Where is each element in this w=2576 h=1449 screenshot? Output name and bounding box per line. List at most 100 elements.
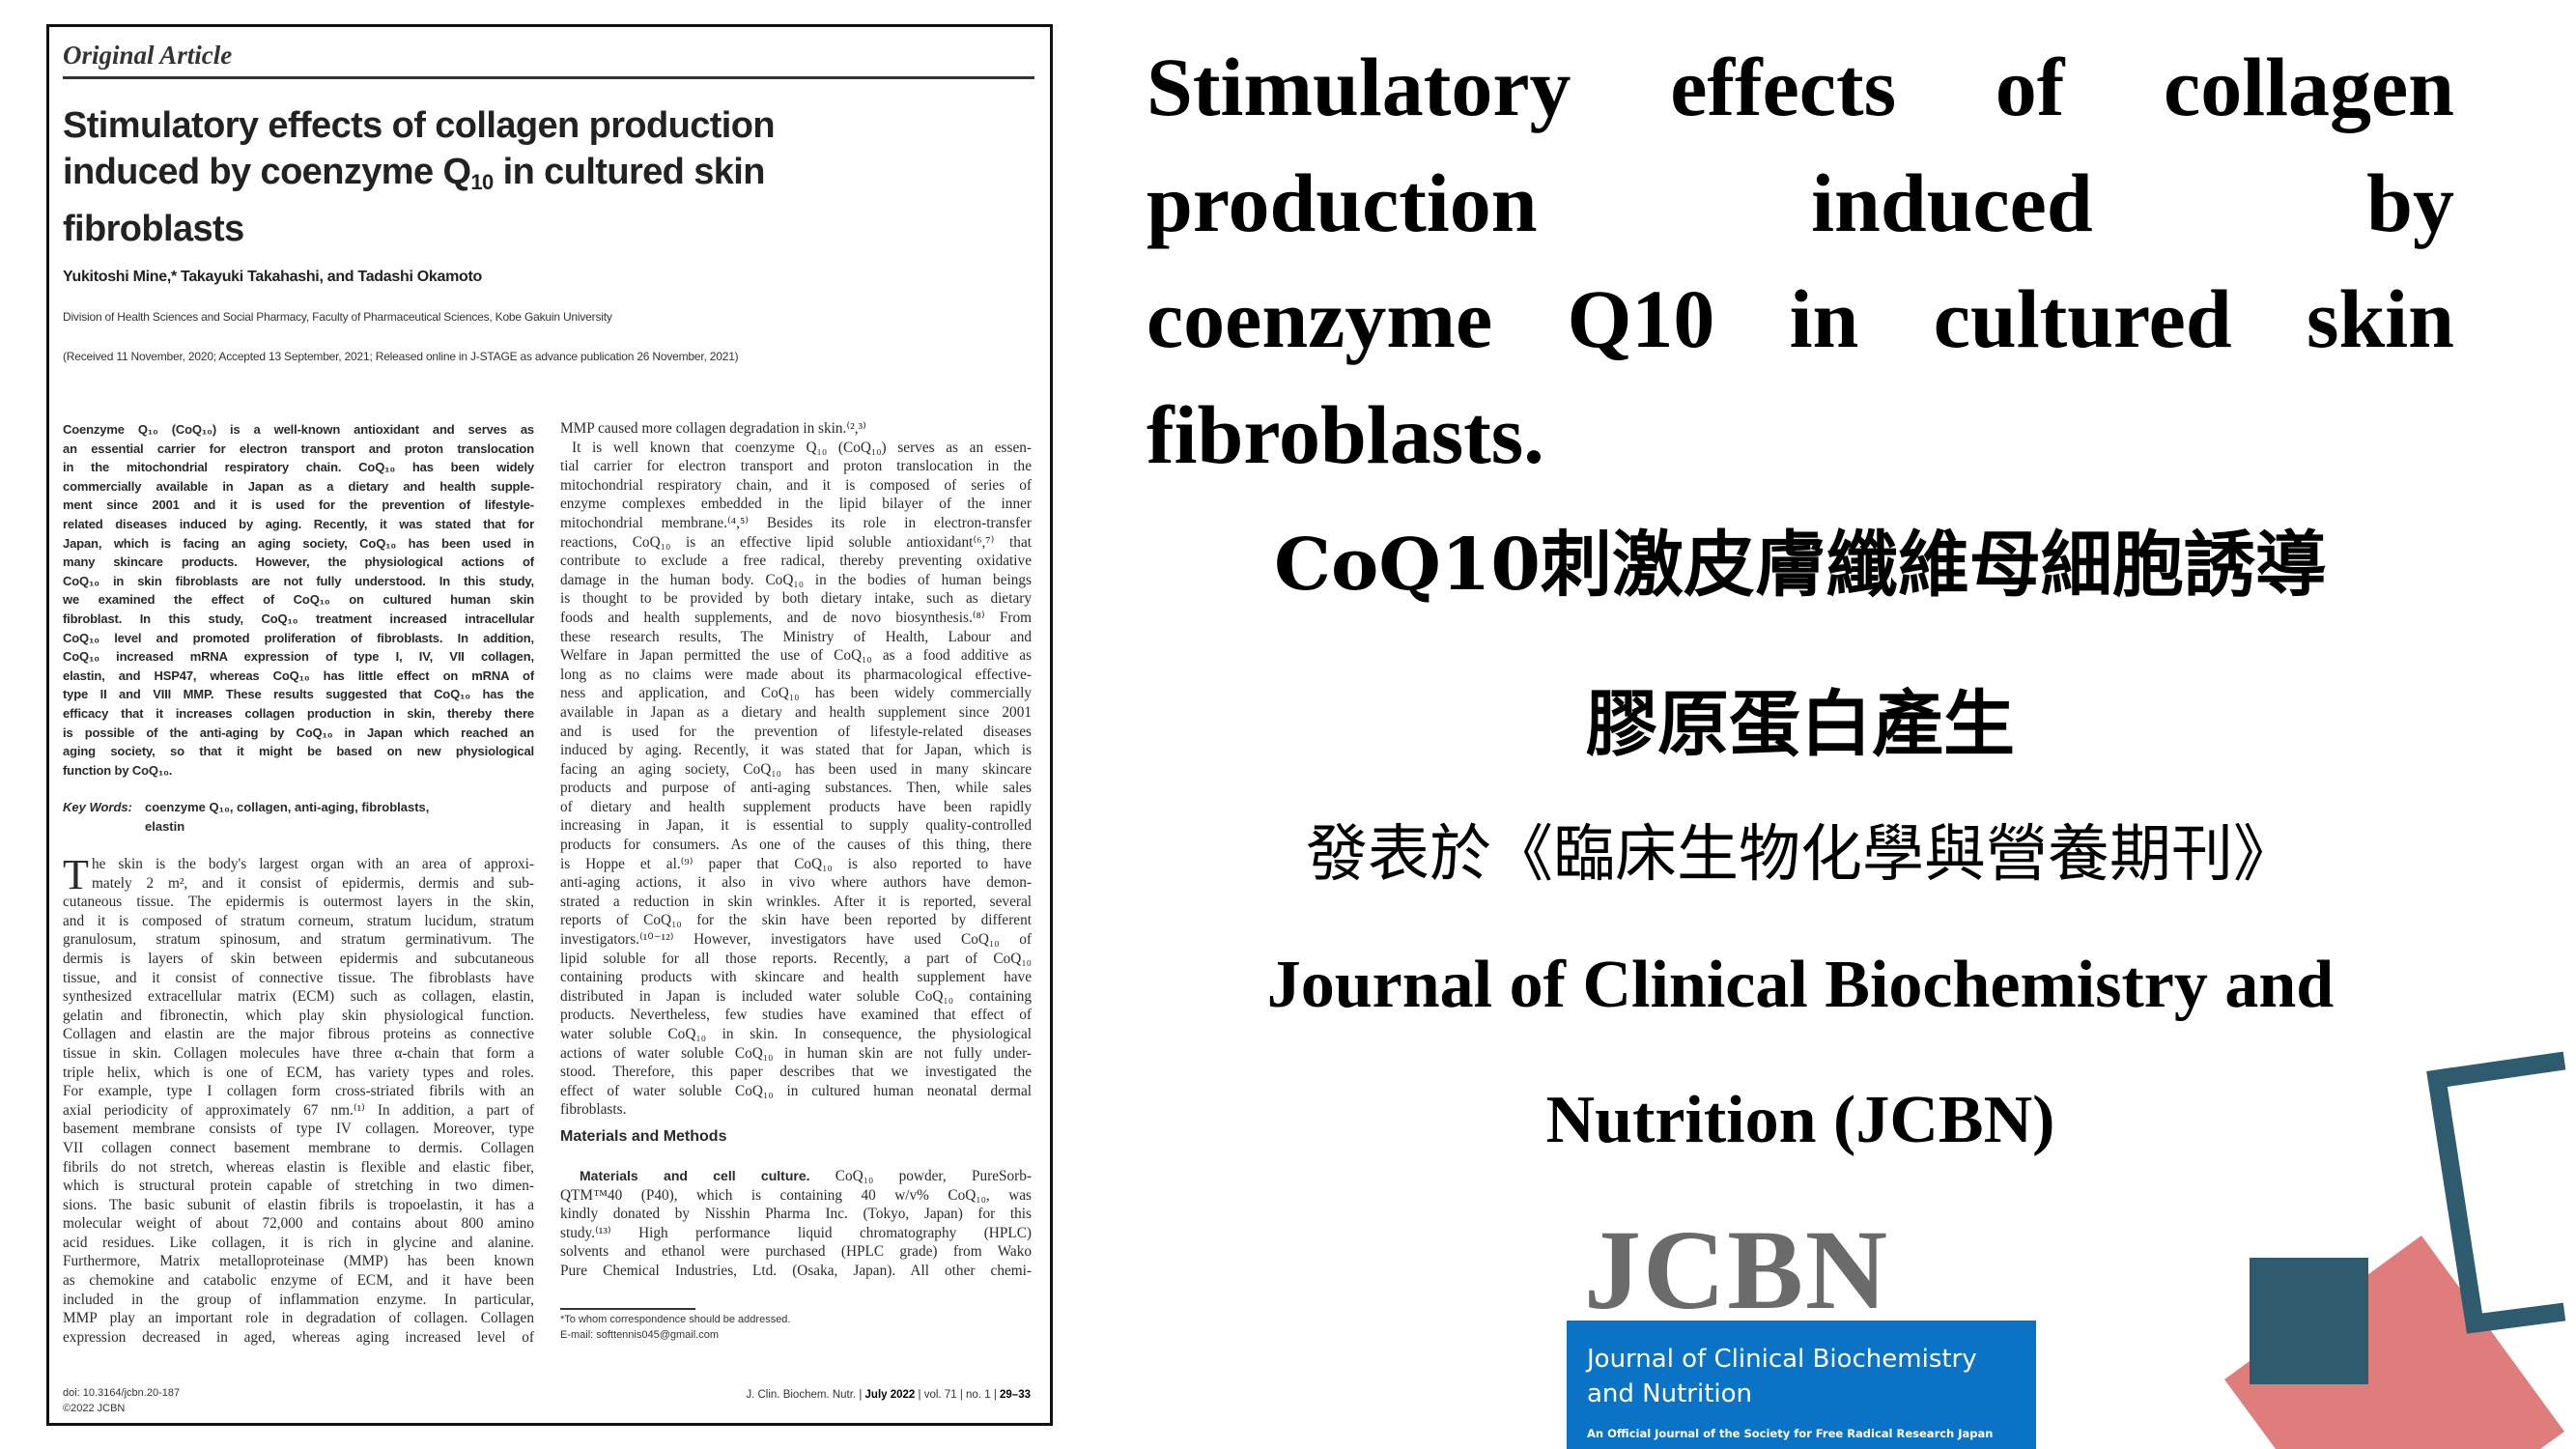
text-line: MMP play an important role in degradatio… <box>63 1310 534 1327</box>
chinese-title-line-1: CoQ10刺激皮膚纖維母細胞誘導 <box>1274 524 2327 607</box>
text-line: ment since 2001 and it is used for the p… <box>63 497 534 513</box>
text-line: type II and VIII MMP. These results sugg… <box>63 687 534 702</box>
keywords-value: coenzyme Q₁₀, collagen, anti-aging, fibr… <box>145 800 430 834</box>
text-line: facing an aging society, CoQ₁₀ has been … <box>560 760 1032 778</box>
authors: Yukitoshi Mine,* Takayuki Takahashi, and… <box>63 269 482 285</box>
text-line: is thought to be provided by both dietar… <box>560 590 1032 608</box>
text-line: CoQ₁₀ level and promoted proliferation o… <box>63 630 534 645</box>
keywords-label: Key Words: <box>63 800 132 814</box>
text-line: CoQ₁₀ increased mRNA expression of type … <box>63 649 534 665</box>
text-line: induced by aging. Recently, it was state… <box>560 742 1032 759</box>
text-line: enzyme complexes embedded in the lipid b… <box>560 496 1032 513</box>
article-title-line: induced by coenzyme Q10 in cultured skin <box>63 152 765 194</box>
text-line: CoQ₁₀ in skin fibroblasts are not fully … <box>63 573 534 588</box>
text-line: study.⁽¹³⁾ High performance liquid chrom… <box>560 1224 1032 1241</box>
article-title-line: Stimulatory effects of collagen producti… <box>63 105 776 146</box>
text-line: VII collagen connect basement membrane t… <box>63 1139 534 1156</box>
text-line: function by CoQ₁₀. <box>63 762 173 778</box>
text-line: fibroblast. In this study, CoQ₁₀ treatme… <box>63 611 534 626</box>
doi: doi: 10.3164/jcbn.20-187 <box>63 1387 181 1399</box>
article-title-line: fibroblasts <box>63 209 244 249</box>
text-line: products and purpose of anti-aging subst… <box>560 780 1032 797</box>
text-line: For example, type I collagen form cross-… <box>63 1083 534 1100</box>
logo-journal-name: Journal of Clinical Biochemistry and Nut… <box>1587 1345 1977 1408</box>
copyright: ©2022 JCBN <box>63 1403 126 1414</box>
text-line: an essential carrier for electron transp… <box>63 440 534 456</box>
slide-title: Stimulatory effects of collagen producti… <box>1146 29 2454 493</box>
text-line: stood. Therefore, this paper describes t… <box>560 1064 1032 1081</box>
text-line: cutaneous tissue. The epidermis is outer… <box>63 894 534 911</box>
text-line: kindly donated by Nisshin Pharma Inc. (T… <box>560 1206 1032 1223</box>
slide-title-line: production induced by <box>1146 156 2454 249</box>
text-line: these research results, The Ministry of … <box>560 628 1032 645</box>
article-first-page-image: Original Article Stimulatory effects of … <box>46 24 1053 1426</box>
text-line: contribute to exclude a free radical, th… <box>560 553 1032 570</box>
text-line: axial periodicity of approximately 67 nm… <box>63 1101 534 1119</box>
text-line: Materials and cell culture. CoQ₁₀ powder… <box>580 1168 1032 1184</box>
text-line: is Hoppe et al.⁽⁹⁾ paper that CoQ₁₀ is a… <box>560 855 1032 872</box>
text-line: many skincare products. However, the phy… <box>63 554 534 570</box>
text-line: water soluble CoQ₁₀ in skin. In conseque… <box>560 1026 1032 1042</box>
text-line: efficacy that it increases collagen prod… <box>63 705 534 721</box>
doi-block: doi: 10.3164/jcbn.20-187 ©2022 JCBN <box>63 1385 180 1416</box>
text-line: dermis is layers of skin between epiderm… <box>63 950 534 967</box>
text-line: triple helix, which is one of ECM, has v… <box>63 1064 534 1081</box>
text-line: synthesized extracellular matrix (ECM) s… <box>63 988 534 1006</box>
received-dates: (Received 11 November, 2020; Accepted 13… <box>63 350 739 363</box>
text-line: tissue, and it consist of connective tis… <box>63 969 534 986</box>
chinese-title-line-2: 膠原蛋白產生 <box>1586 683 2015 766</box>
body-left-column: he skin is the body's largest organ with… <box>63 855 534 1347</box>
text-line: strated a reduction in skin wrinkles. Af… <box>560 893 1032 910</box>
text-line: tial carrier for electron transport and … <box>560 458 1032 475</box>
footnote-rule <box>560 1308 695 1310</box>
text-line: granulosum, stratum spinosum, and stratu… <box>63 931 534 949</box>
drop-cap: T <box>63 851 89 898</box>
text-line: of dietary and health supplement product… <box>560 798 1032 815</box>
text-line: in the mitochondrial respiratory chain. … <box>63 460 534 475</box>
teal-outline-square-shape <box>2426 1051 2566 1334</box>
footnote-line: *To whom correspondence should be addres… <box>560 1314 791 1325</box>
text-line: products. Nevertheless, few studies have… <box>560 1007 1032 1024</box>
text-line: mitochondrial respiratory chain, and it … <box>560 476 1032 494</box>
text-line: related diseases induced by aging. Recen… <box>63 516 534 531</box>
text-line: basement membrane consists of type IV co… <box>63 1121 534 1138</box>
text-line: increasing in Japan, it is essential to … <box>560 817 1032 835</box>
text-line: damage in the human body. CoQ₁₀ in the b… <box>560 571 1032 588</box>
text-line: and is used for the prevention of lifest… <box>560 723 1032 740</box>
text-line: foods and health supplements, and de nov… <box>560 609 1032 626</box>
body-right-column: MMP caused more collagen degradation in … <box>560 419 1032 1120</box>
text-line: investigators.⁽¹⁰⁻¹²⁾ However, investiga… <box>560 931 1032 949</box>
text-line: as chemokine and catabolic enzyme of ECM… <box>63 1272 534 1290</box>
slide-title-line: Stimulatory effects of collagen <box>1146 41 2454 133</box>
text-line: available in Japan as a dietary and heal… <box>560 703 1032 721</box>
text-line: ness and application, and CoQ₁₀ has been… <box>560 685 1032 702</box>
published-in: 發表於《臨床生物化學與營養期刊》 <box>1306 819 2295 891</box>
abstract: Coenzyme Q₁₀ (CoQ₁₀) is a well-known ant… <box>63 420 534 780</box>
text-line: distributed in Japan is included water s… <box>560 987 1032 1005</box>
text-line: solvents and ethanol were purchased (HPL… <box>560 1243 1032 1261</box>
text-line: commercially available in Japan as a die… <box>63 478 534 494</box>
text-line: aging society, so that it might be based… <box>63 744 534 759</box>
text-line: QTM™40 (P40), which is containing 40 w/v… <box>560 1186 1032 1204</box>
text-line: fibroblasts. <box>560 1101 627 1119</box>
logo-tagline: An Official Journal of the Society for F… <box>1587 1427 1994 1440</box>
text-line: MMP caused more collagen degradation in … <box>560 420 866 437</box>
text-line: and it is composed of stratum corneum, s… <box>63 912 534 929</box>
section-heading: Materials and Methods <box>560 1128 727 1145</box>
coral-diamond-shape <box>2224 1236 2564 1449</box>
text-line: he skin is the body's largest organ with… <box>92 856 534 872</box>
text-line: mately 2 m², and it consist of epidermis… <box>92 874 534 892</box>
text-line: tissue in skin. Collagen molecules have … <box>63 1044 534 1062</box>
jcbn-logo-banner: Journal of Clinical Biochemistry and Nut… <box>1567 1321 2036 1449</box>
text-line: which is structural protein capable of s… <box>63 1178 534 1195</box>
journal-footer: J. Clin. Biochem. Nutr. | July 2022 | vo… <box>746 1389 1031 1401</box>
text-line: is possible of the anti-aging by CoQ₁₀ i… <box>63 724 534 740</box>
text-line: acid residues. Like collagen, it is rich… <box>63 1234 534 1251</box>
journal-name-line-2: Nutrition (JCBN) <box>1545 1083 2055 1157</box>
slide-title-line: coenzyme Q10 in cultured skin <box>1146 272 2454 365</box>
text-line: expression decreased in aged, whereas ag… <box>63 1328 534 1346</box>
text-line: products for consumers. As one of the ca… <box>560 837 1032 854</box>
text-line: mitochondrial membrane.⁽⁴,⁵⁾ Besides its… <box>560 514 1032 531</box>
article-type: Original Article <box>63 41 233 70</box>
text-line: long as no claims were made about its ph… <box>560 666 1032 683</box>
